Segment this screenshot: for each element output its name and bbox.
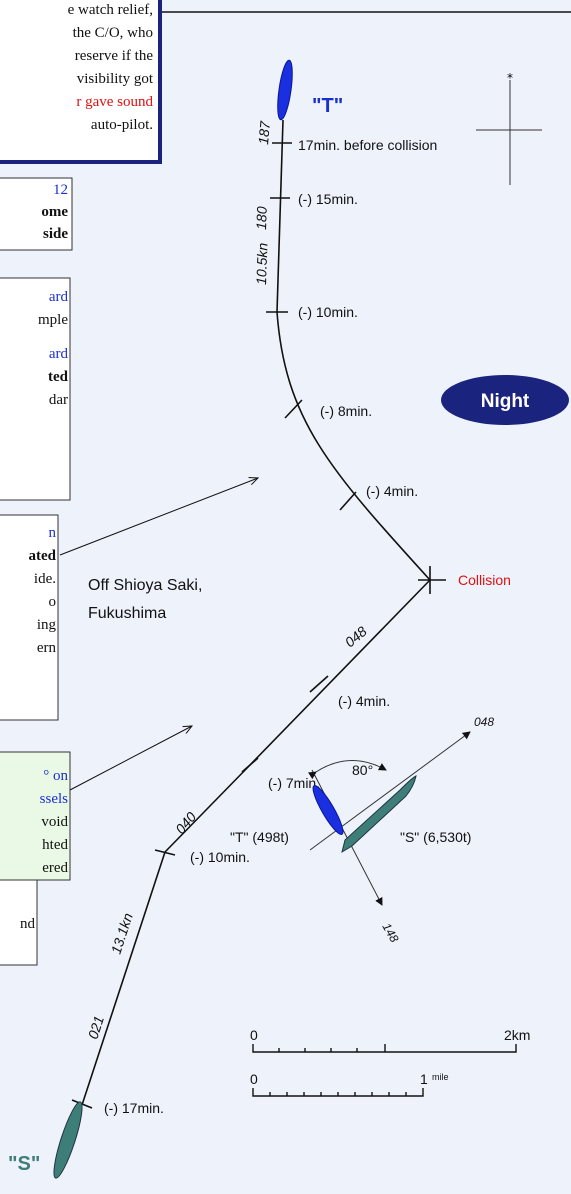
label: 1 [420, 1071, 428, 1087]
label: 0 [250, 1071, 258, 1087]
note-box [0, 751, 71, 881]
label: mile [432, 1072, 449, 1082]
note-box [0, 277, 71, 501]
note-text: dar [49, 392, 68, 408]
label: 80° [352, 762, 373, 778]
label: 187 [255, 119, 273, 145]
note-box [0, 177, 73, 251]
label: 13.1kn [108, 911, 136, 956]
note-text: hted [42, 837, 68, 853]
label: 048 [474, 715, 494, 729]
label: (-) 7min. [268, 775, 320, 791]
note-text: void [41, 814, 68, 830]
night-label: Night [481, 391, 530, 412]
note-text: visibility got [77, 71, 154, 87]
label: 2km [504, 1027, 530, 1043]
note-box [0, 879, 38, 966]
note-text: mple [38, 312, 68, 328]
track-t [276, 119, 431, 581]
note-text: ide. [34, 571, 56, 587]
label: (-) 10min. [190, 849, 250, 865]
label: (-) 4min. [366, 483, 418, 499]
compass [476, 80, 542, 185]
label: Collision [458, 572, 511, 588]
note-text: o [49, 594, 57, 610]
note-text: ard [49, 346, 69, 362]
note-box [0, 0, 162, 164]
label: (-) 4min. [338, 693, 390, 709]
note-text: the C/O, who [73, 25, 153, 41]
note-text: side [43, 226, 68, 242]
note-text: ered [42, 860, 68, 876]
note-text: auto-pilot. [91, 117, 153, 133]
time-ticks [71, 142, 446, 1109]
notes: e watch relief, the C/O, who reserve if … [20, 2, 154, 932]
label: 17min. before collision [298, 137, 437, 153]
ship-t [277, 59, 293, 121]
label: (-) 17min. [104, 1100, 164, 1116]
label: (-) 10min. [298, 304, 358, 320]
note-text: ° on [43, 768, 68, 784]
label: (-) 8min. [320, 403, 372, 419]
note-text: e watch relief, [68, 2, 153, 18]
label: "T" [312, 95, 343, 117]
label: 021 [85, 1014, 107, 1041]
svg-text:*: * [507, 71, 513, 85]
label: (-) 15min. [298, 191, 358, 207]
note-text: ome [41, 204, 68, 220]
label: 148 [379, 921, 401, 946]
track-s [81, 579, 431, 1106]
label: 0 [250, 1027, 258, 1043]
note-text: ard [49, 289, 69, 305]
note-text: ted [48, 369, 69, 385]
label: 180 [253, 206, 270, 230]
note-text: ated [29, 548, 57, 564]
label: "T" (498t) [230, 829, 289, 845]
ship-s [53, 1101, 83, 1179]
label: Fukushima [88, 605, 166, 622]
note-text: n [49, 525, 57, 541]
note-text: 12 [53, 182, 68, 198]
label: 10.5kn [253, 242, 270, 285]
scale-bars [252, 1044, 517, 1097]
note-text: ern [37, 640, 57, 656]
note-text: reserve if the [75, 48, 154, 64]
pointer [59, 478, 258, 556]
night-badge [441, 375, 569, 425]
note-text: ing [37, 617, 57, 633]
note-text: nd [20, 916, 36, 932]
note-text: ssels [40, 791, 69, 807]
label: Off Shioya Saki, [88, 577, 202, 594]
note-text: r gave sound [76, 94, 153, 110]
label: "S" [8, 1153, 40, 1175]
label: "S" (6,530t) [400, 829, 471, 845]
pointer [69, 726, 192, 791]
label: 040 [172, 809, 199, 837]
note-box [0, 514, 59, 721]
encounter [307, 731, 471, 906]
